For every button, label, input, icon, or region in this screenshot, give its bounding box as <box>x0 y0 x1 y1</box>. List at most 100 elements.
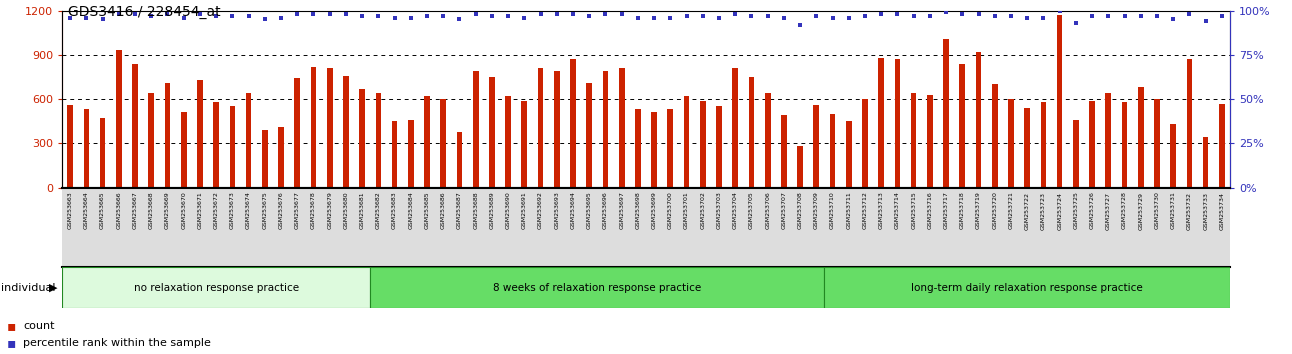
Text: GSM253717: GSM253717 <box>943 192 948 229</box>
Bar <box>928 95 933 188</box>
Text: GSM253715: GSM253715 <box>911 192 916 229</box>
Point <box>1034 15 1054 21</box>
Text: long-term daily relaxation response practice: long-term daily relaxation response prac… <box>911 282 1143 293</box>
Point <box>1212 13 1233 19</box>
Bar <box>683 96 690 188</box>
Text: GSM253734: GSM253734 <box>1220 192 1225 230</box>
Bar <box>619 68 624 188</box>
Bar <box>1057 15 1062 188</box>
Bar <box>716 107 722 188</box>
Point <box>1195 18 1216 24</box>
Text: GSM253722: GSM253722 <box>1025 192 1030 230</box>
Text: GSM253697: GSM253697 <box>619 192 624 229</box>
Text: ▪: ▪ <box>6 336 16 350</box>
Bar <box>824 267 1230 308</box>
Point <box>854 13 875 19</box>
Point <box>708 15 729 21</box>
Bar <box>99 118 106 188</box>
Bar <box>587 83 592 188</box>
Text: GSM253723: GSM253723 <box>1041 192 1047 230</box>
Point <box>888 11 908 17</box>
Bar <box>602 71 609 188</box>
Bar <box>391 121 398 188</box>
Bar <box>1220 103 1225 188</box>
Text: GSM253683: GSM253683 <box>391 192 397 229</box>
Bar <box>116 50 121 188</box>
Bar <box>359 89 364 188</box>
Bar <box>797 146 802 188</box>
Text: GSM253698: GSM253698 <box>636 192 641 229</box>
Bar <box>862 99 868 188</box>
Point <box>562 11 583 17</box>
Bar <box>310 67 317 188</box>
Point <box>903 13 924 19</box>
Bar <box>181 113 186 188</box>
Bar <box>570 59 576 188</box>
Text: GSM253720: GSM253720 <box>992 192 997 229</box>
Bar <box>278 127 284 188</box>
Text: GSM253674: GSM253674 <box>245 192 251 229</box>
Point <box>547 11 567 17</box>
Text: GSM253668: GSM253668 <box>149 192 154 229</box>
Bar <box>198 80 203 188</box>
Point <box>1098 13 1119 19</box>
Bar <box>943 39 948 188</box>
Text: GDS3416 / 228454_at: GDS3416 / 228454_at <box>68 5 221 19</box>
Text: GSM253727: GSM253727 <box>1106 192 1111 230</box>
Text: GSM253699: GSM253699 <box>651 192 656 229</box>
Point <box>952 11 973 17</box>
Bar <box>1040 102 1047 188</box>
Bar <box>327 68 332 188</box>
Bar <box>262 130 267 188</box>
Text: count: count <box>23 321 54 331</box>
Point <box>822 15 842 21</box>
Bar <box>668 109 673 188</box>
Bar <box>441 99 446 188</box>
Point <box>319 11 340 17</box>
Bar <box>992 84 997 188</box>
Bar <box>960 64 965 188</box>
Bar <box>1008 99 1014 188</box>
Text: GSM253721: GSM253721 <box>1009 192 1013 229</box>
Text: GSM253678: GSM253678 <box>311 192 317 229</box>
Bar <box>651 113 656 188</box>
Text: GSM253718: GSM253718 <box>960 192 965 229</box>
Point <box>465 11 486 17</box>
Point <box>76 15 97 21</box>
Point <box>59 15 80 21</box>
Bar <box>490 77 495 188</box>
Text: GSM253732: GSM253732 <box>1187 192 1193 230</box>
Bar <box>1138 87 1143 188</box>
Point <box>1163 17 1183 22</box>
Point <box>351 13 372 19</box>
Text: GSM253713: GSM253713 <box>879 192 884 229</box>
Text: GSM253707: GSM253707 <box>782 192 787 229</box>
Bar <box>554 71 559 188</box>
Bar <box>84 109 89 188</box>
Text: 8 weeks of relaxation response practice: 8 weeks of relaxation response practice <box>494 282 702 293</box>
Text: GSM253728: GSM253728 <box>1121 192 1127 229</box>
Bar <box>700 101 705 188</box>
Bar <box>522 101 527 188</box>
Text: GSM253695: GSM253695 <box>587 192 592 229</box>
Point <box>304 11 324 17</box>
Bar <box>1121 102 1128 188</box>
Point <box>92 17 112 22</box>
Bar <box>537 68 544 188</box>
Text: GSM253676: GSM253676 <box>279 192 283 229</box>
Point <box>271 15 292 21</box>
Bar <box>1089 101 1094 188</box>
Point <box>1081 13 1102 19</box>
Text: ▪: ▪ <box>6 319 16 333</box>
Text: GSM253724: GSM253724 <box>1057 192 1062 230</box>
Text: GSM253679: GSM253679 <box>327 192 332 229</box>
Point <box>920 13 941 19</box>
Text: GSM253685: GSM253685 <box>425 192 429 229</box>
Text: GSM253716: GSM253716 <box>928 192 933 229</box>
Point <box>789 22 810 28</box>
Bar <box>295 79 300 188</box>
Point <box>190 11 211 17</box>
Bar <box>230 107 235 188</box>
Bar <box>408 120 413 188</box>
Text: GSM253726: GSM253726 <box>1089 192 1094 229</box>
